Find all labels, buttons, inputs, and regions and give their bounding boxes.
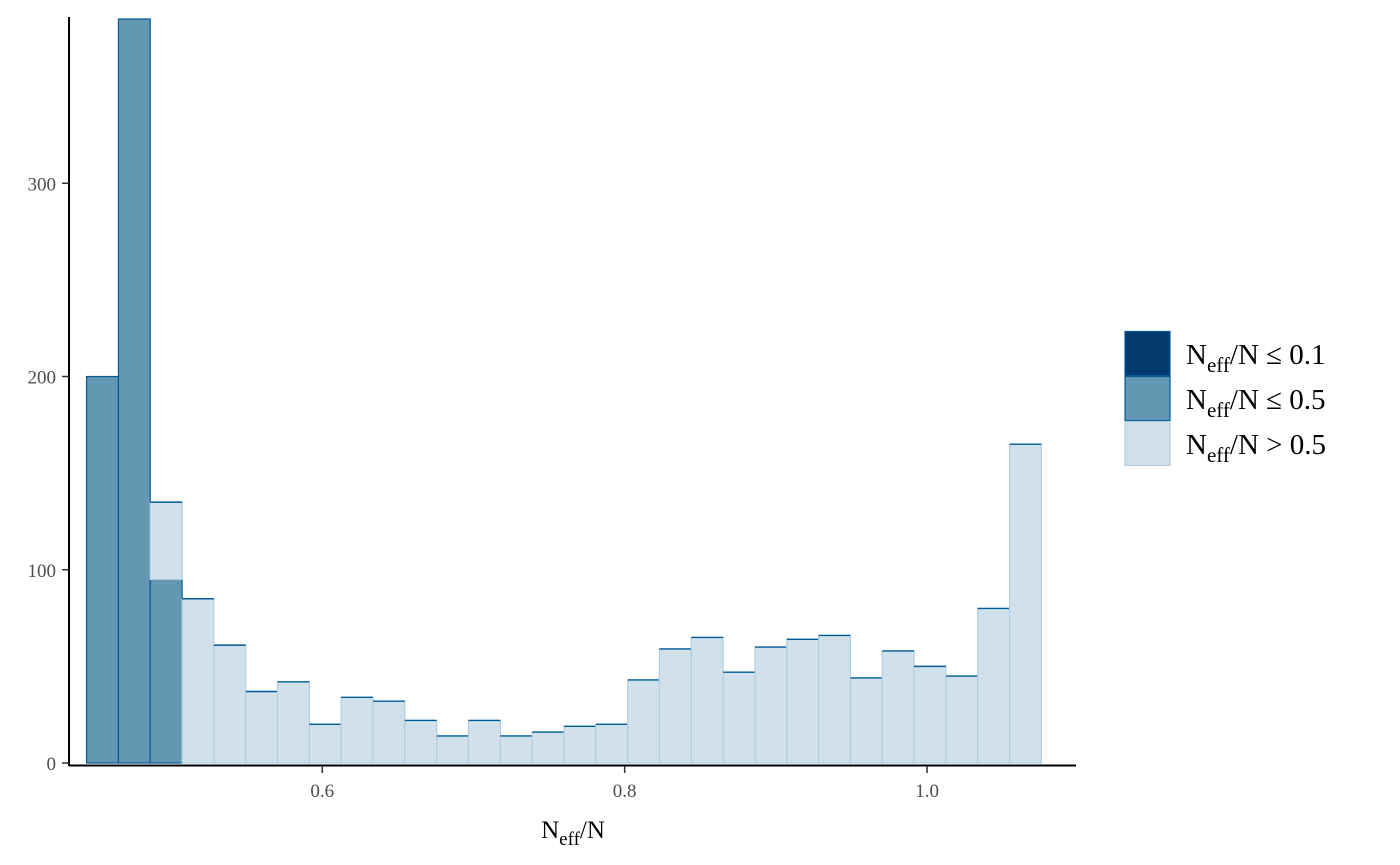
histogram-bar [181,598,215,764]
histogram-bar [404,719,438,764]
x-axis-title-main: N [541,817,559,844]
x-axis-title: Neff/N [541,817,605,850]
histogram-bars [85,18,1042,764]
histogram-bar [276,681,311,764]
histogram-bar [658,648,692,764]
legend-label-main: N [1186,339,1207,371]
histogram-bar [531,731,565,764]
x-tick-label: 0.8 [613,781,637,802]
legend-label: Neff/N ≤ 0.5 [1186,384,1326,422]
histogram-bar [595,723,629,764]
x-axis-title-tail: /N [580,817,605,844]
histogram-bar [117,18,151,764]
histogram-bar [977,607,1011,764]
histogram-bar [786,638,820,764]
histogram-bar [945,675,979,764]
legend-label-sub: eff [1207,353,1230,377]
histogram-bar [881,650,915,764]
histogram-bar [913,665,947,764]
legend-label-sub: eff [1207,398,1230,422]
legend-label: Neff/N > 0.5 [1186,429,1326,467]
histogram-bar [627,679,661,764]
histogram-bar [467,719,501,764]
legend-key [1124,375,1171,422]
histogram-bar [690,636,724,764]
histogram-bar [340,696,374,764]
histogram-bar [213,644,247,764]
histogram-bar [563,725,597,764]
histogram-bar [149,501,183,581]
x-tick-label: 1.0 [915,781,939,802]
y-axis-ticks: 0 100 200 300 [28,174,69,775]
histogram-bar [436,735,470,764]
y-tick-label: 200 [28,368,57,389]
histogram-bar [245,690,279,764]
x-tick-label: 0.6 [310,781,334,802]
histogram-bar [1009,443,1042,764]
legend-label-main: N [1186,384,1207,416]
histogram-bar [372,700,406,764]
y-tick-label: 0 [47,754,57,775]
x-axis-ticks: 0.6 0.8 1.0 [310,766,939,802]
histogram-bar [149,578,183,764]
histogram-bar [754,646,788,764]
histogram-bar [308,723,342,764]
legend-key [1124,420,1171,467]
legend-label: Neff/N ≤ 0.1 [1186,339,1326,377]
x-axis-title-sub: eff [559,829,580,850]
legend-label-sub: eff [1207,443,1230,467]
y-tick-label: 300 [28,174,57,195]
legend-label-tail: /N ≤ 0.5 [1230,384,1326,416]
legend-label-tail: /N > 0.5 [1230,429,1326,461]
histogram-bar [818,634,852,764]
histogram-bar [849,677,883,764]
histogram-bar [722,671,756,764]
legend-key [1124,330,1171,377]
histogram-bar [499,735,533,764]
histogram-bar [85,375,120,764]
legend-label-tail: /N ≤ 0.1 [1230,339,1326,371]
y-tick-label: 100 [28,561,57,582]
legend-label-main: N [1186,429,1207,461]
